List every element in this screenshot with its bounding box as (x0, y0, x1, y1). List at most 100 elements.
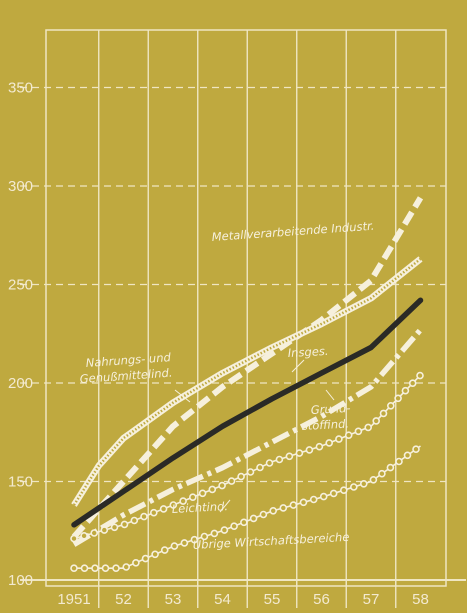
y-tick-label: 100 (8, 572, 33, 589)
y-tick-label: 150 (8, 474, 33, 491)
series-marker-5 (279, 504, 288, 512)
series-marker-4 (100, 526, 109, 534)
series-marker-4 (246, 468, 255, 476)
y-tick-label: 300 (8, 178, 33, 195)
series-marker-5 (403, 451, 412, 460)
series-marker-5 (70, 564, 78, 573)
x-tick-label: 52 (115, 591, 132, 608)
series-marker-5 (359, 479, 368, 488)
series-marker-5 (240, 518, 248, 527)
series-marker-4 (179, 497, 187, 505)
series-marker-5 (112, 564, 120, 573)
series-marker-4 (354, 427, 363, 436)
annotation-label: Nahrungs- und (85, 350, 172, 370)
series-marker-4 (169, 501, 178, 509)
annotation-label: stoffind. (301, 417, 349, 433)
series-marker-5 (122, 563, 130, 571)
series-marker-4 (227, 477, 236, 485)
series-marker-5 (249, 514, 258, 523)
series-marker-5 (170, 542, 179, 550)
series-marker-4 (198, 489, 207, 498)
series-line-0 (71, 196, 424, 539)
y-tick-label: 250 (8, 277, 33, 294)
y-tick-label: 350 (8, 80, 33, 97)
x-tick-label: 57 (363, 591, 380, 608)
series-marker-4 (379, 409, 388, 418)
series-marker-5 (369, 475, 378, 484)
series-marker-5 (220, 526, 229, 534)
series-marker-5 (160, 546, 169, 554)
x-tick-label: 1951 (57, 591, 90, 608)
series-marker-4 (208, 485, 217, 494)
series-marker-5 (190, 535, 199, 544)
series-marker-5 (395, 457, 403, 466)
y-tick-label: 200 (8, 375, 33, 392)
series-marker-5 (91, 564, 99, 573)
series-marker-5 (210, 529, 219, 538)
series-marker-4 (416, 371, 424, 380)
series-marker-5 (141, 554, 150, 563)
series-marker-5 (319, 492, 328, 501)
series-marker-4 (150, 508, 158, 517)
series-marker-5 (80, 564, 89, 573)
series-marker-4 (275, 455, 284, 464)
series-marker-4 (386, 401, 395, 410)
annotation-leader-line (291, 359, 305, 373)
series-marker-4 (80, 531, 88, 540)
series-marker-4 (70, 534, 78, 543)
series-marker-5 (339, 486, 348, 495)
series-marker-4 (325, 439, 334, 447)
series-layer (70, 196, 424, 573)
series-marker-4 (90, 529, 98, 537)
series-marker-4 (408, 379, 417, 388)
series-line-2 (71, 297, 424, 528)
tick-labels: 100 150 200 250 300 350 1951 52 53 54 55 56 57 58 (8, 80, 429, 609)
series-marker-4 (344, 431, 353, 440)
series-marker-5 (200, 532, 209, 541)
annotation-leader-line (219, 499, 231, 513)
x-tick-label: 56 (313, 591, 330, 608)
series-line-1 (71, 256, 423, 507)
annotation-leader-line (174, 389, 191, 403)
plot-frame (45, 29, 447, 587)
series-marker-5 (101, 564, 110, 573)
series-marker-4 (140, 512, 148, 521)
x-tick-label: 53 (165, 591, 182, 608)
x-tick-label: 55 (264, 591, 281, 608)
series-marker-5 (180, 539, 189, 547)
series-marker-4 (256, 463, 264, 472)
annotation-label: Grund- (310, 401, 350, 417)
series-marker-4 (285, 452, 294, 461)
annotation-label: Insges. (287, 344, 328, 360)
series-marker-4 (305, 446, 314, 454)
series-marker-4 (394, 394, 402, 403)
series-marker-4 (159, 505, 168, 513)
series-marker-4 (335, 435, 343, 443)
series-marker-5 (299, 498, 308, 507)
series-marker-4 (120, 520, 129, 529)
series-marker-5 (309, 495, 318, 504)
series-marker-4 (130, 516, 139, 525)
series-marker-5 (151, 550, 159, 559)
series-marker-5 (289, 501, 298, 509)
series-marker-4 (218, 481, 226, 490)
series-marker-5 (349, 483, 358, 491)
series-marker-5 (259, 510, 268, 519)
series-marker-5 (132, 558, 140, 567)
x-tick-label: 54 (214, 591, 231, 608)
series-marker-5 (378, 469, 386, 478)
series-marker-5 (230, 522, 238, 531)
annotation-label: Leichtind. (171, 499, 228, 516)
series-marker-5 (412, 445, 420, 454)
series-line-3 (72, 327, 423, 547)
series-marker-4 (372, 417, 381, 425)
series-marker-4 (265, 459, 274, 467)
series-marker-4 (401, 386, 410, 395)
series-marker-4 (237, 472, 245, 481)
series-marker-4 (295, 449, 304, 457)
series-marker-4 (110, 523, 119, 532)
annotation-label: Genußmittelind. (79, 366, 173, 386)
series-marker-4 (364, 423, 373, 432)
